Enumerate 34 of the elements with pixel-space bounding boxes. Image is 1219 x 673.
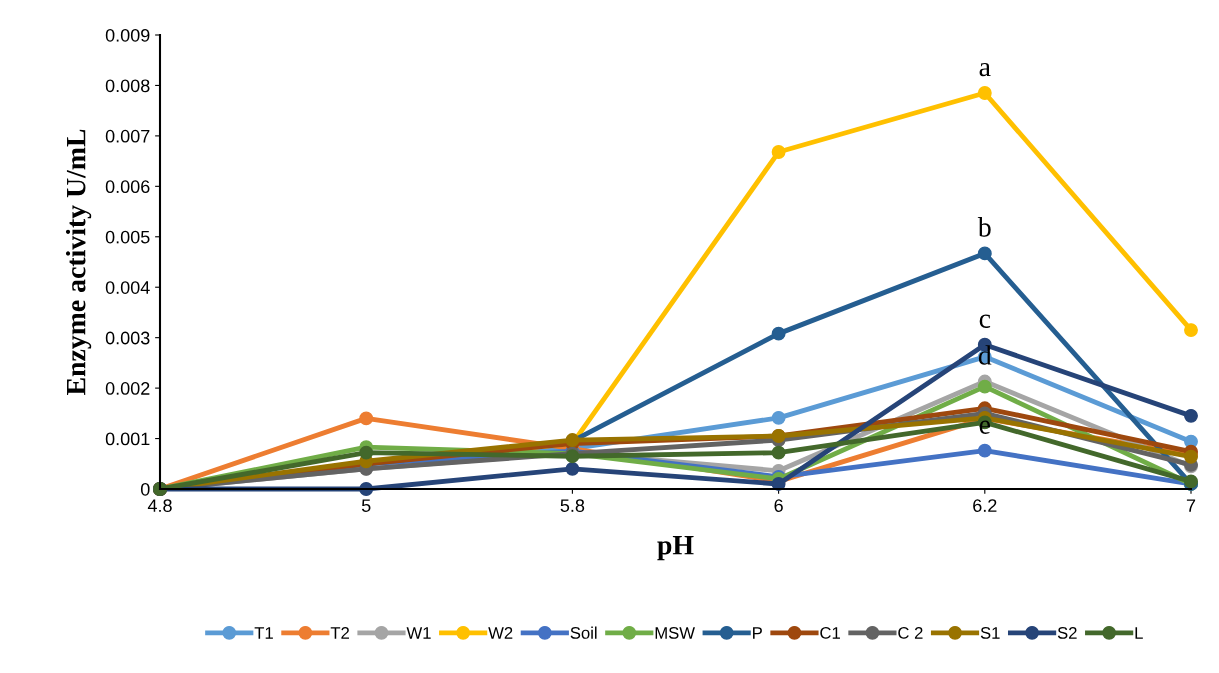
y-tick-label: 0.003 — [105, 331, 150, 345]
legend-label: L — [1135, 627, 1143, 639]
legend-label: T1 — [254, 627, 273, 639]
legend-label: W2 — [488, 627, 513, 639]
y-tick-label: 0.001 — [105, 432, 150, 446]
y-tick-label: 0.004 — [105, 281, 150, 294]
y-tick-label: 0 — [140, 482, 150, 496]
legend-label: P — [753, 627, 762, 639]
x-tick-label: 6.2 — [973, 499, 997, 512]
x-tick-label: 5 — [361, 499, 371, 512]
legend-label: Soil — [570, 626, 597, 639]
legend-label: S2 — [1057, 627, 1077, 639]
annotation: a — [979, 62, 991, 77]
x-tick-label: 4.8 — [147, 499, 172, 512]
x-tick-label: 7 — [1186, 499, 1196, 512]
y-tick-label: 0.005 — [105, 230, 150, 244]
x-tick-label: 6 — [774, 499, 783, 512]
y-axis-title: Enzyme activity U/mL — [65, 129, 92, 395]
annotation: c — [979, 314, 991, 328]
legend-label: C 2 — [898, 627, 923, 639]
legend-label: C1 — [820, 627, 840, 639]
legend-label: MSW — [655, 627, 695, 639]
x-axis-title: pH — [657, 536, 694, 561]
y-tick-label: 0.008 — [105, 79, 150, 93]
legend-label: S1 — [980, 627, 1000, 639]
annotation: d — [978, 345, 992, 365]
y-tick-label: 0.007 — [105, 129, 150, 143]
legend-label: W1 — [406, 627, 431, 639]
y-tick-label: 0.002 — [105, 382, 150, 395]
y-tick-label: 0.009 — [105, 28, 150, 42]
y-tick-label: 0.006 — [105, 180, 150, 194]
annotation: b — [977, 217, 991, 237]
legend-label: T2 — [330, 627, 349, 639]
x-tick-label: 5.8 — [560, 499, 585, 512]
